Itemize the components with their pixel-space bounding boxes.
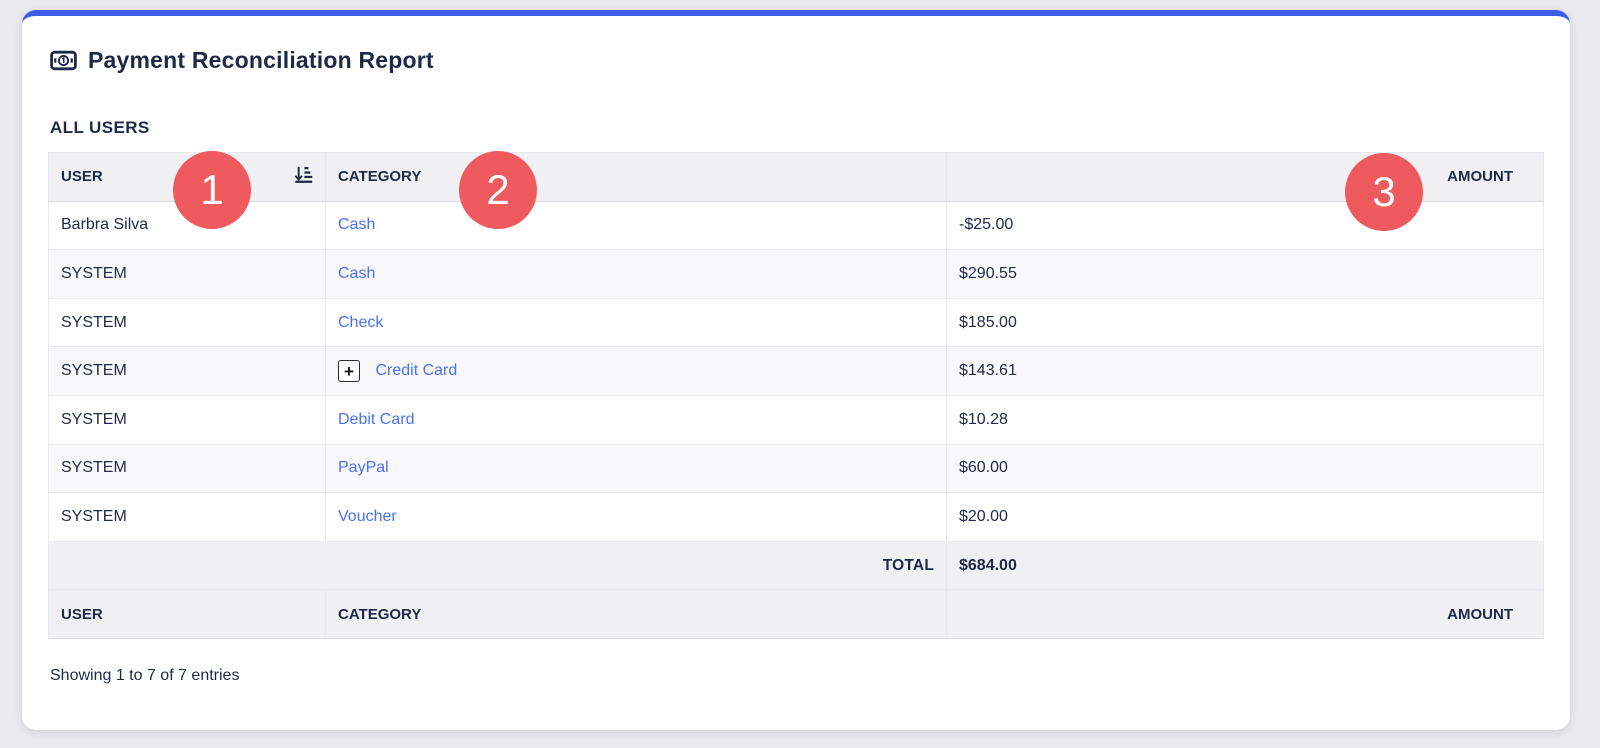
reconciliation-table: USER CATEGORY: [48, 152, 1544, 639]
table-row: SYSTEM Debit Card $10.28: [48, 394, 1544, 445]
user-cell: SYSTEM: [48, 346, 326, 396]
entries-info: Showing 1 to 7 of 7 entries: [50, 666, 240, 684]
amount-cell: $10.28: [946, 394, 1544, 445]
footer-column-user: USER: [48, 589, 326, 639]
expand-row-button[interactable]: +: [338, 360, 360, 383]
money-bill-icon: [50, 50, 77, 71]
footer-column-amount: AMOUNT: [946, 589, 1544, 639]
column-header-user-label: USER: [61, 168, 103, 186]
annotation-badge-2: 2: [459, 151, 537, 229]
category-link[interactable]: Debit Card: [338, 410, 415, 428]
footer-column-category: CATEGORY: [325, 589, 947, 639]
total-amount: $684.00: [946, 540, 1544, 591]
table-row: SYSTEM PayPal $60.00: [48, 443, 1544, 494]
annotation-badge-1: 1: [173, 151, 251, 229]
amount-cell: $60.00: [946, 443, 1544, 494]
table-row: Barbra Silva Cash -$25.00: [48, 200, 1544, 251]
column-header-amount[interactable]: AMOUNT: [946, 152, 1544, 202]
report-subtitle: ALL USERS: [50, 118, 150, 137]
user-cell: SYSTEM: [48, 297, 326, 348]
category-link[interactable]: PayPal: [338, 459, 389, 477]
category-link[interactable]: Credit Card: [375, 362, 458, 380]
amount-cell: -$25.00: [946, 200, 1544, 251]
amount-cell: $20.00: [946, 492, 1544, 542]
category-link[interactable]: Check: [338, 313, 384, 331]
table-header-row: USER CATEGORY: [48, 152, 1544, 202]
table-row: SYSTEM + Credit Card $143.61: [48, 346, 1544, 396]
sort-descending-icon[interactable]: [292, 164, 313, 189]
user-cell: SYSTEM: [48, 249, 326, 299]
report-card: Payment Reconciliation Report ALL USERS …: [22, 10, 1570, 730]
table-row: SYSTEM Voucher $20.00: [48, 492, 1544, 542]
column-header-category[interactable]: CATEGORY: [325, 152, 947, 202]
total-label: TOTAL: [48, 540, 947, 591]
total-row: TOTAL $684.00: [48, 540, 1544, 591]
table-footer-header-row: USER CATEGORY AMOUNT: [48, 589, 1544, 639]
user-cell: SYSTEM: [48, 492, 326, 542]
amount-cell: $290.55: [946, 249, 1544, 299]
page-title: Payment Reconciliation Report: [88, 47, 434, 73]
table-row: SYSTEM Cash $290.55: [48, 249, 1544, 299]
annotation-badge-3: 3: [1345, 153, 1423, 231]
page-title-row: Payment Reconciliation Report: [50, 47, 1544, 74]
category-link[interactable]: Voucher: [338, 507, 397, 525]
amount-cell: $143.61: [946, 346, 1544, 396]
user-cell: SYSTEM: [48, 443, 326, 494]
category-link[interactable]: Cash: [338, 216, 376, 234]
category-link[interactable]: Cash: [338, 264, 376, 282]
user-cell: SYSTEM: [48, 394, 326, 445]
amount-cell: $185.00: [946, 297, 1544, 348]
table-row: SYSTEM Check $185.00: [48, 297, 1544, 348]
